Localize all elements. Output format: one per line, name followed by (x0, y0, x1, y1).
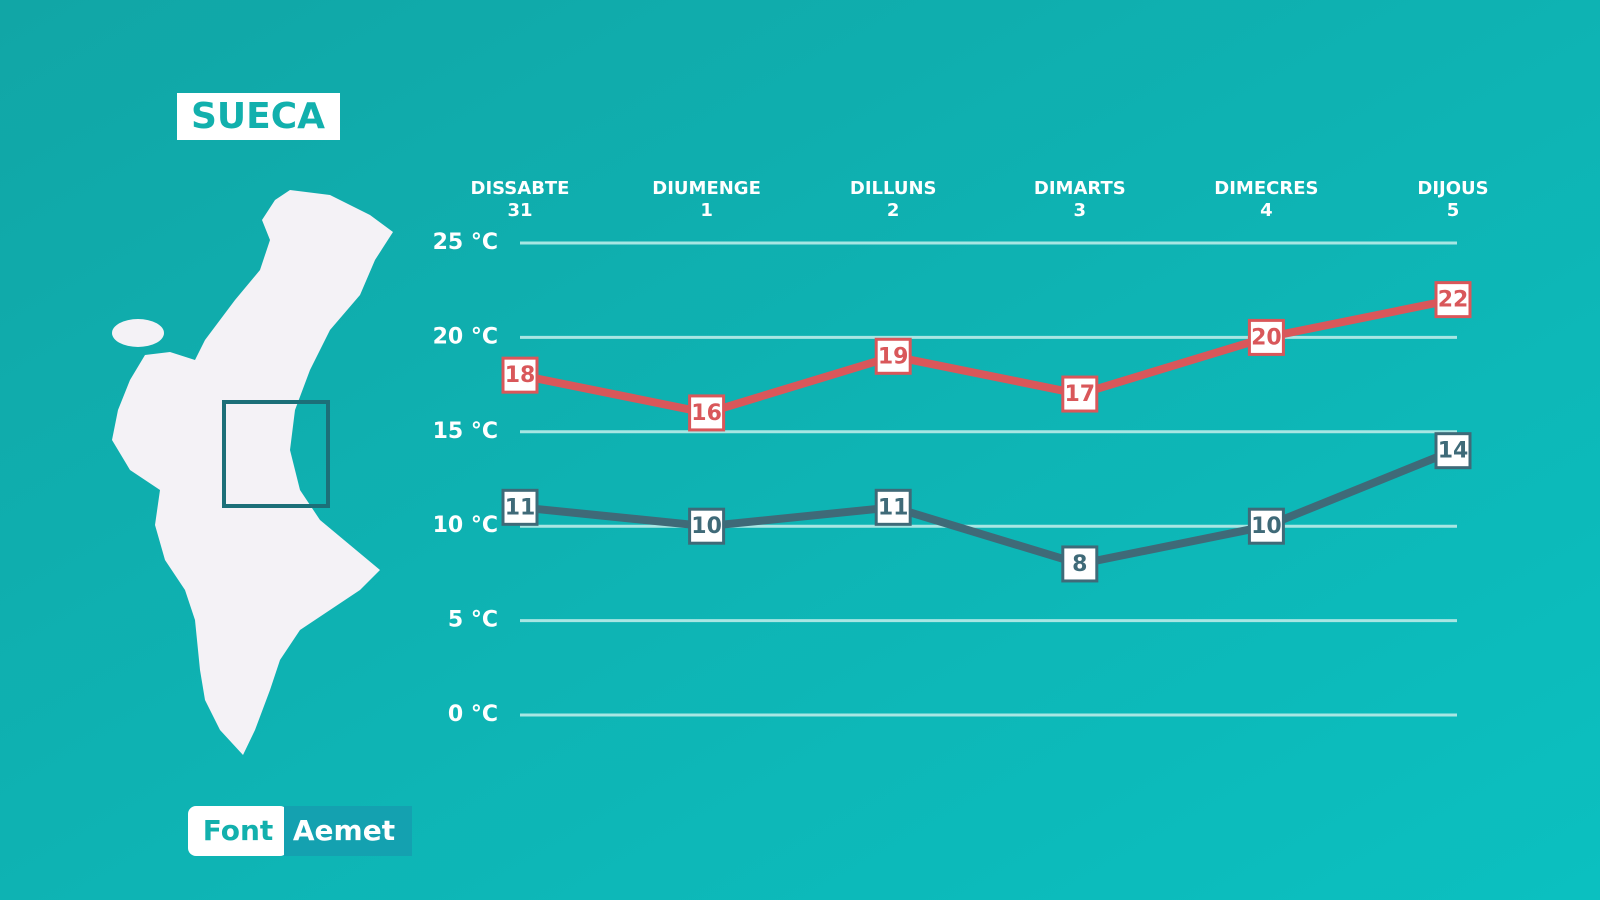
series-line (519, 295, 1454, 417)
x-tick-date: 4 (1260, 200, 1273, 221)
y-tick-label: 10 °C (433, 513, 498, 538)
x-tick-label: DIMARTS (1034, 178, 1126, 199)
data-label: 11 (878, 495, 909, 520)
data-label: 14 (1438, 439, 1469, 464)
value-box (1434, 432, 1472, 470)
location-box (222, 400, 330, 508)
x-tick-label: DILLUNS (850, 178, 937, 199)
source-name: Aemet (293, 814, 395, 847)
y-tick-label: 15 °C (433, 419, 498, 444)
x-tick-label: DIJOUS (1417, 178, 1488, 199)
data-label: 10 (1251, 514, 1282, 539)
title: SUECA (191, 96, 325, 137)
y-tick-label: 25 °C (433, 230, 498, 255)
value-box (688, 394, 726, 432)
value-box (688, 507, 726, 545)
data-label: 8 (1072, 552, 1087, 577)
value-box (874, 337, 912, 375)
series-line (519, 446, 1455, 568)
x-tick-date: 2 (887, 200, 900, 221)
island (112, 319, 164, 347)
data-label: 22 (1438, 288, 1469, 313)
y-tick-label: 20 °C (433, 324, 498, 349)
y-tick-label: 0 °C (448, 702, 498, 727)
source-label-bg (188, 806, 288, 856)
data-label: 20 (1251, 325, 1282, 350)
value-box (1061, 375, 1099, 413)
source-label: Font (203, 814, 274, 847)
x-tick-date: 31 (507, 200, 532, 221)
data-label: 19 (878, 344, 909, 369)
data-label: 16 (691, 401, 722, 426)
x-tick-date: 1 (700, 200, 713, 221)
x-tick-date: 5 (1447, 200, 1460, 221)
data-label: 17 (1064, 382, 1095, 407)
data-label: 11 (505, 495, 536, 520)
title-badge (177, 93, 340, 140)
value-box (501, 356, 539, 394)
value-box (501, 488, 539, 526)
value-box (1434, 281, 1472, 319)
x-tick-label: DISSABTE (471, 178, 570, 199)
x-tick-label: DIMECRES (1214, 178, 1318, 199)
x-tick-date: 3 (1074, 200, 1087, 221)
data-label: 18 (505, 363, 536, 388)
region-map (112, 190, 393, 755)
value-box (1061, 545, 1099, 583)
value-box (874, 488, 912, 526)
data-label: 10 (691, 514, 722, 539)
source-name-bg (284, 806, 412, 856)
x-tick-label: DIUMENGE (652, 178, 761, 199)
value-box (1247, 507, 1285, 545)
value-box (1247, 318, 1285, 356)
y-tick-label: 5 °C (448, 608, 498, 633)
